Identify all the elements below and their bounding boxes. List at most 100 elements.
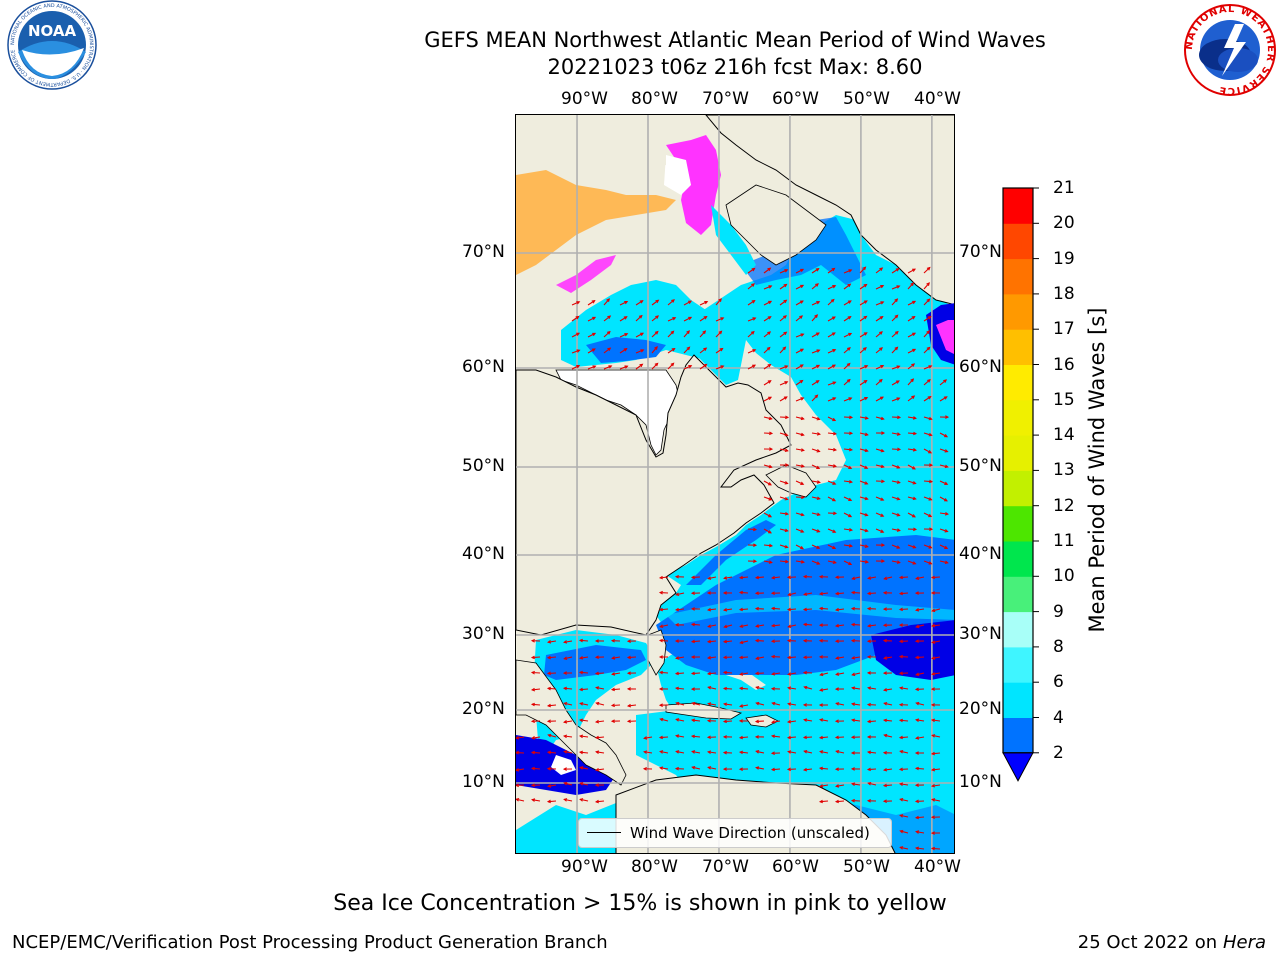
- wind-arrow-head: [516, 798, 520, 802]
- wind-arrow-head: [930, 767, 936, 772]
- wind-arrow-head: [832, 431, 838, 436]
- wind-arrow-head: [674, 671, 679, 676]
- wind-arrow: [811, 480, 820, 483]
- wind-arrow-head: [864, 528, 869, 533]
- wind-arrow-head: [930, 623, 936, 628]
- wind-arrow-head: [831, 316, 836, 320]
- wind-arrow-head: [624, 365, 629, 369]
- wind-arrow: [611, 704, 621, 707]
- wind-arrow-head: [849, 431, 854, 436]
- wind-arrow-head: [882, 750, 887, 755]
- wind-arrow: [875, 267, 883, 274]
- map-canvas: [516, 115, 954, 853]
- wind-arrow-head: [832, 447, 838, 452]
- lon-tick-top: 90°W: [561, 89, 608, 109]
- wind-arrow-head: [753, 527, 758, 532]
- lat-tick-left: 10°N: [462, 772, 505, 792]
- wind-arrow-head: [915, 830, 920, 834]
- wind-arrow-head: [816, 465, 821, 470]
- wind-arrow: [923, 512, 932, 518]
- colorbar-tick-label: 20: [1053, 213, 1075, 234]
- wind-arrow: [787, 608, 797, 611]
- wind-arrow: [763, 544, 773, 547]
- wind-arrow-head: [738, 719, 743, 723]
- map-panel[interactable]: Wind Wave Direction (unscaled): [515, 114, 955, 854]
- wind-arrow-head: [594, 767, 600, 772]
- wind-arrow: [875, 365, 884, 370]
- wind-arrow: [667, 362, 675, 370]
- wind-arrow-head: [755, 624, 760, 628]
- wind-arrow-head: [866, 767, 871, 772]
- wind-arrow: [659, 671, 669, 674]
- wind-arrow: [740, 704, 749, 707]
- wind-arrow-head: [831, 267, 836, 272]
- wind-arrow-head: [767, 482, 772, 486]
- wind-arrow: [820, 750, 829, 754]
- wind-arrow: [619, 316, 628, 322]
- wind-arrow-head: [751, 299, 756, 304]
- wind-arrow: [891, 346, 898, 354]
- colorbar-segment: [1003, 541, 1033, 577]
- wind-arrow: [516, 798, 525, 802]
- wind-arrow: [667, 299, 675, 306]
- wind-arrow: [923, 282, 930, 290]
- wind-arrow-head: [819, 750, 824, 754]
- wind-arrow: [707, 672, 717, 675]
- wind-arrow-head: [690, 687, 695, 691]
- wind-arrow-head: [530, 655, 535, 660]
- wind-arrow: [843, 448, 853, 451]
- wind-arrow-head: [834, 575, 839, 580]
- wind-arrow: [916, 576, 925, 580]
- wind-arrow: [891, 314, 899, 322]
- wind-arrow: [747, 528, 757, 531]
- wind-arrow-head: [814, 394, 819, 399]
- wind-arrow-head: [675, 734, 680, 738]
- wind-arrow-head: [896, 432, 901, 436]
- wind-arrow: [763, 285, 772, 290]
- wind-arrow-head: [851, 576, 856, 581]
- wind-arrow-head: [592, 365, 597, 369]
- wind-arrow-head: [896, 528, 901, 532]
- wind-arrow-head: [850, 782, 856, 786]
- wind-arrow: [619, 301, 628, 306]
- wind-arrow: [788, 687, 797, 690]
- wind-arrow: [923, 480, 933, 483]
- wind-arrow: [939, 464, 948, 468]
- wind-arrow: [883, 784, 893, 787]
- wind-arrow: [819, 607, 829, 610]
- wind-arrow-head: [768, 285, 773, 289]
- wind-arrow: [891, 432, 900, 436]
- wind-arrow: [811, 380, 820, 386]
- wind-arrow-head: [834, 735, 839, 740]
- wind-arrow: [843, 332, 852, 338]
- colorbar-tick-label: 9: [1053, 601, 1064, 622]
- wind-arrow: [580, 798, 589, 802]
- central-america: [516, 659, 627, 786]
- wind-arrow: [852, 576, 861, 580]
- wind-arrow-head: [562, 767, 567, 771]
- wind-arrow-head: [818, 591, 824, 596]
- wind-arrow-head: [530, 750, 535, 755]
- wind-arrow-head: [847, 300, 852, 304]
- wind-arrow-head: [818, 799, 824, 804]
- wind-arrow: [811, 496, 820, 500]
- wind-arrow: [747, 349, 756, 354]
- wind-arrow: [740, 640, 749, 644]
- wind-arrow: [564, 702, 573, 706]
- wind-arrow: [612, 656, 621, 659]
- wind-arrow-head: [639, 363, 644, 368]
- wind-arrow: [739, 751, 749, 754]
- wind-arrow-head: [912, 481, 917, 485]
- wind-arrow-head: [706, 735, 711, 740]
- wind-arrow: [580, 766, 589, 770]
- wind-arrow-head: [719, 347, 724, 352]
- greenland: [705, 115, 954, 306]
- wind-arrow: [779, 283, 787, 290]
- wind-arrow: [836, 672, 845, 676]
- wind-arrow: [635, 315, 643, 322]
- wind-arrow-head: [722, 767, 727, 771]
- wind-arrow-head: [835, 672, 840, 676]
- wind-arrow-head: [846, 362, 851, 367]
- nws-logo: NATIONAL WEATHER SERVICE: [1184, 4, 1276, 96]
- wind-arrow: [660, 718, 669, 722]
